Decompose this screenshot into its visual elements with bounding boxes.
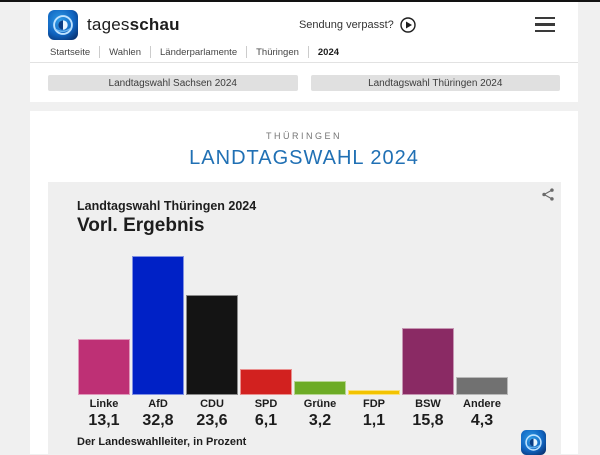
party-name-cdu: CDU [200,398,224,410]
breadcrumb-divider [307,46,309,58]
wordmark-bold: schau [129,14,180,34]
party-value-cdu: 23,6 [196,412,228,429]
bar-labels-row: Linke 13,1 AfD 32,8 CDU 23,6 SPD 6,1 Grüne 3,2 FDP… [77,398,509,430]
party-name-linke: Linke [89,398,119,410]
tagesschau-globe-logo-icon[interactable] [48,9,78,40]
breadcrumb-startseite[interactable]: Startseite [50,46,91,58]
sendung-verpasst[interactable]: Sendung verpasst? [180,16,535,33]
page-column: tagesschau Sendung verpasst? Startseite … [30,2,578,455]
breadcrumb-divider [99,46,101,58]
main-content: THÜRINGEN LANDTAGSWAHL 2024 Landtagswahl… [30,111,578,455]
party-name-andere: Andere [463,398,501,410]
results-chart-card: Landtagswahl Thüringen 2024 Vorl. Ergebn… [48,182,561,455]
bar-afd [132,256,184,395]
election-switcher: Landtagswahl Sachsen 2024 Landtagswahl T… [30,63,578,102]
section-gap [30,102,578,111]
play-icon[interactable] [400,16,416,33]
bar-andere [456,377,508,395]
breadcrumb-divider [150,46,151,58]
chart-source: Der Landeswahlleiter, in Prozent [77,436,247,448]
bar-fdp [348,390,400,395]
party-value-andere: 4,3 [470,412,494,429]
bar-label-andere: Andere 4,3 [455,398,509,430]
landtagswahl-thueringen-button[interactable]: Landtagswahl Thüringen 2024 [310,75,560,91]
bar-label-grne: Grüne 3,2 [293,398,347,430]
party-value-linke: 13,1 [88,412,120,429]
page-title: LANDTAGSWAHL 2024 [189,147,419,169]
bar-bsw [402,328,454,395]
breadcrumb-wahlen[interactable]: Wahlen [109,46,141,58]
chart-title: Vorl. Ergebnis [77,215,205,236]
site-header: tagesschau Sendung verpasst? Startseite … [30,2,578,63]
breadcrumb-divider [246,46,248,58]
party-name-bsw: BSW [415,398,441,410]
bar-grne [294,381,346,395]
share-icon[interactable] [541,187,555,202]
bar-cdu [186,295,238,395]
bar-label-linke: Linke 13,1 [77,398,131,430]
party-value-spd: 6,1 [254,412,278,429]
wordmark-regular: tages [87,14,130,34]
sendung-verpasst-label: Sendung verpasst? [298,18,394,31]
party-name-fdp: FDP [363,398,385,410]
bar-label-bsw: BSW 15,8 [401,398,455,430]
bars-row [77,256,509,395]
party-value-fdp: 1,1 [362,412,386,429]
breadcrumb-2024[interactable]: 2024 [317,46,340,58]
tagesschau-wordmark[interactable]: tagesschau [87,15,180,35]
bar-label-fdp: FDP 1,1 [347,398,401,430]
breadcrumb-laenderparlamente[interactable]: Länderparlamente [160,46,238,58]
header-top-row: tagesschau Sendung verpasst? [30,7,578,42]
bar-label-spd: SPD 6,1 [239,398,293,430]
party-value-afd: 32,8 [142,412,174,429]
landtagswahl-sachsen-button[interactable]: Landtagswahl Sachsen 2024 [48,75,298,91]
menu-icon[interactable] [535,17,555,32]
page-eyebrow: THÜRINGEN [266,131,342,141]
breadcrumb-thueringen[interactable]: Thüringen [256,46,299,58]
party-name-spd: SPD [254,398,278,410]
bar-label-cdu: CDU 23,6 [185,398,239,430]
bar-label-afd: AfD 32,8 [131,398,185,430]
chart-subtitle: Landtagswahl Thüringen 2024 [77,199,257,213]
party-value-grne: 3,2 [308,412,332,429]
party-name-afd: AfD [148,398,168,410]
party-value-bsw: 15,8 [412,412,444,429]
breadcrumb: Startseite Wahlen Länderparlamente Thüri… [30,42,578,62]
party-name-grne: Grüne [303,398,337,410]
bar-linke [78,339,130,395]
tagesschau-watermark-logo-icon [521,430,546,455]
bar-spd [240,369,292,395]
top-accent-bar [0,0,600,2]
